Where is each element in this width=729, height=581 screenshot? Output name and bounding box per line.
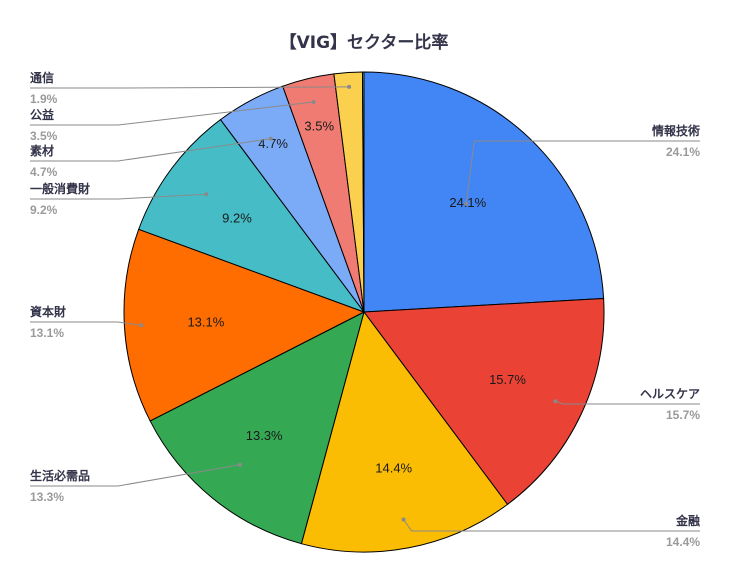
slice-6-category-label: 素材 [30,143,54,158]
slice-5-category-label: 一般消費財 [30,181,90,196]
slice-5-leader-line [30,193,207,200]
slice-1 [363,297,605,506]
slice-0-category-label: 情報技術 [652,123,700,138]
slice-5-percent-label: 9.2% [222,210,252,225]
slice-6-value-label: 4.7% [30,165,58,179]
slice-2-leader-dot [401,517,406,522]
slice-4-percent-label: 13.1% [187,314,224,329]
slice-3-leader-dot [238,462,242,467]
slice-0-leader-line [465,140,700,204]
slice-6-leader-dot [268,136,273,141]
slice-7-category-label: 公益 [30,107,54,122]
slice-3 [149,311,365,545]
slice-1-leader-line [555,400,700,405]
slice-3-percent-label: 13.3% [246,428,283,443]
slice-8-value-label: 1.9% [30,92,58,106]
slice-2 [300,310,509,553]
slice-0 [363,71,605,313]
slice-7-value-label: 3.5% [30,129,58,143]
chart-title: 【VIG】セクター比率 [280,32,449,53]
slice-0-leader-dot [464,201,469,206]
slice-5-value-label: 9.2% [30,203,58,217]
slice-2-percent-label: 14.4% [375,461,412,476]
slice-1-value-label: 15.7% [666,408,700,422]
slice-8-leader-dot [347,84,352,89]
slice-1-leader-dot [553,399,558,404]
slice-0-percent-label: 24.1% [449,195,486,210]
slice-8-leader-line [30,86,350,89]
slice-4-category-label: 資本財 [30,304,66,319]
slice-6-percent-label: 4.7% [258,136,288,151]
slice-9 [361,71,365,313]
slice-0-value-label: 24.1% [666,145,700,159]
slice-5 [138,118,366,314]
slice-3-leader-line [30,464,241,487]
slice-5-leader-dot [204,192,209,197]
slice-7-leader-dot [311,100,316,104]
slice-8-category-label: 通信 [30,70,54,85]
slice-1-category-label: ヘルスケア [640,387,700,401]
slice-2-leader-line [403,519,700,532]
slice-3-value-label: 13.3% [30,490,64,504]
slice-4 [123,228,366,422]
slice-4-leader-line [30,321,142,326]
callout-labels: 情報技術 24.1% ヘルスケア 15.7% 金融 14.4% 生活必需品 13.3% 資本財 1… [30,70,700,549]
slice-7-leader-line [30,101,314,126]
slice-4-leader-dot [139,323,144,328]
slice-7-percent-label: 3.5% [304,118,334,133]
slice-3-category-label: 生活必需品 [30,468,90,483]
pie-slices [123,71,605,553]
slice-6-leader-line [30,138,271,162]
slice-4-value-label: 13.1% [30,326,64,340]
slice-1-percent-label: 15.7% [489,372,526,387]
slice-2-value-label: 14.4% [666,535,700,549]
slice-2-category-label: 金融 [675,513,700,528]
